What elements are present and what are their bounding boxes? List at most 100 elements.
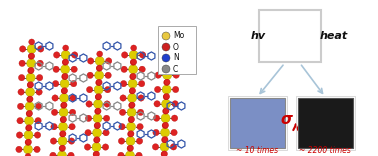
Circle shape: [118, 152, 124, 156]
Circle shape: [26, 73, 35, 82]
Circle shape: [162, 43, 170, 51]
Circle shape: [26, 88, 35, 97]
Circle shape: [103, 115, 110, 122]
Circle shape: [93, 137, 99, 143]
Circle shape: [161, 151, 167, 156]
Circle shape: [127, 131, 133, 137]
Circle shape: [104, 86, 111, 93]
Circle shape: [57, 151, 67, 156]
Circle shape: [53, 66, 59, 73]
Circle shape: [70, 95, 76, 101]
Circle shape: [129, 88, 135, 94]
Circle shape: [19, 74, 25, 81]
Circle shape: [136, 152, 142, 156]
Circle shape: [127, 122, 136, 131]
Circle shape: [60, 102, 67, 108]
Circle shape: [128, 131, 134, 137]
Circle shape: [51, 124, 57, 130]
Circle shape: [131, 45, 137, 51]
Circle shape: [172, 86, 179, 93]
Circle shape: [26, 96, 33, 102]
Circle shape: [128, 117, 134, 123]
Circle shape: [162, 32, 170, 40]
Bar: [266, 17, 314, 55]
Circle shape: [25, 139, 31, 145]
Circle shape: [60, 117, 66, 123]
Circle shape: [118, 138, 125, 144]
Circle shape: [163, 94, 169, 100]
Text: σ: σ: [281, 112, 293, 127]
Circle shape: [62, 88, 68, 94]
Circle shape: [155, 86, 161, 93]
Circle shape: [105, 58, 112, 64]
Circle shape: [164, 93, 170, 100]
Text: ~ 2200 times: ~ 2200 times: [299, 146, 351, 155]
Circle shape: [130, 74, 136, 80]
Circle shape: [36, 74, 43, 81]
Circle shape: [24, 131, 33, 140]
Circle shape: [92, 143, 101, 151]
Circle shape: [126, 136, 135, 146]
Circle shape: [19, 60, 25, 66]
Circle shape: [53, 80, 59, 87]
Circle shape: [131, 59, 137, 65]
Circle shape: [162, 85, 171, 94]
Circle shape: [172, 101, 178, 107]
Circle shape: [87, 72, 93, 78]
Circle shape: [59, 122, 68, 131]
Circle shape: [155, 72, 161, 78]
Text: O: O: [173, 42, 179, 51]
Bar: [259, 10, 321, 62]
Circle shape: [63, 59, 69, 65]
Circle shape: [93, 151, 99, 156]
Circle shape: [170, 144, 177, 150]
Circle shape: [163, 122, 169, 128]
Circle shape: [171, 129, 177, 136]
Circle shape: [97, 51, 103, 57]
Circle shape: [29, 53, 35, 59]
Circle shape: [61, 102, 67, 108]
Circle shape: [138, 80, 145, 87]
Circle shape: [163, 71, 172, 80]
Circle shape: [127, 145, 133, 151]
Circle shape: [162, 99, 170, 108]
Text: N: N: [173, 54, 179, 63]
Circle shape: [28, 82, 34, 88]
Circle shape: [70, 80, 77, 87]
Circle shape: [129, 102, 135, 108]
Circle shape: [29, 39, 35, 45]
Circle shape: [27, 44, 36, 54]
Circle shape: [136, 138, 143, 144]
Circle shape: [61, 88, 67, 94]
Circle shape: [164, 79, 170, 85]
Circle shape: [96, 79, 102, 85]
Circle shape: [162, 136, 168, 143]
Circle shape: [127, 108, 136, 117]
Circle shape: [36, 89, 42, 95]
Circle shape: [86, 101, 92, 107]
Circle shape: [60, 65, 70, 74]
Circle shape: [96, 80, 102, 86]
Circle shape: [70, 109, 76, 116]
Circle shape: [119, 124, 125, 130]
Bar: [0, 0, 197, 156]
Circle shape: [94, 85, 103, 94]
Circle shape: [129, 50, 138, 59]
Circle shape: [121, 52, 128, 58]
Circle shape: [23, 145, 33, 154]
Circle shape: [173, 72, 179, 78]
Circle shape: [153, 129, 159, 136]
Circle shape: [59, 145, 65, 151]
Circle shape: [26, 125, 31, 131]
Circle shape: [153, 115, 160, 121]
Circle shape: [120, 95, 126, 101]
Circle shape: [104, 101, 110, 107]
Text: C: C: [173, 64, 178, 73]
Circle shape: [164, 79, 170, 85]
Circle shape: [95, 108, 101, 114]
Circle shape: [17, 117, 23, 124]
Circle shape: [161, 137, 167, 143]
Circle shape: [34, 132, 41, 138]
Circle shape: [139, 52, 146, 58]
Circle shape: [139, 66, 146, 73]
